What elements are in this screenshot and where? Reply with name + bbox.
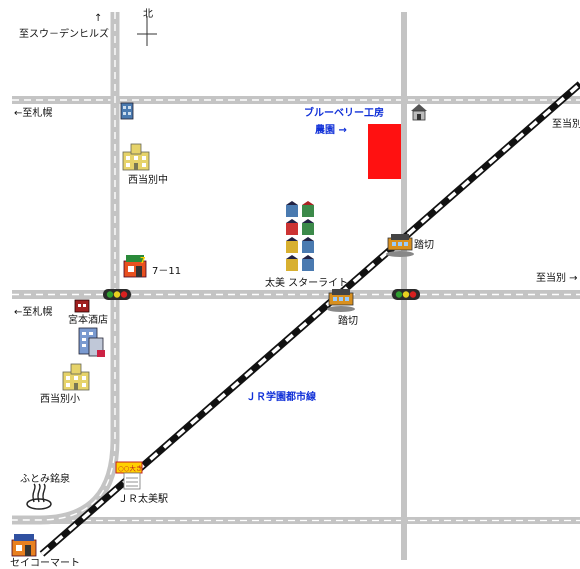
label-crossing-east: 踏切 — [414, 238, 434, 251]
hot-spring-icon — [26, 483, 52, 510]
traffic-light-icon — [103, 289, 131, 300]
label-to-sapporo-mid: ←至札幌 — [14, 305, 52, 318]
convenience-store-icon: 7 — [123, 255, 147, 278]
convenience-store-icon — [11, 534, 37, 557]
label-nishi-tobetsu-es: 西当別小 — [40, 392, 80, 405]
road-top-horizontal — [12, 96, 580, 104]
farm-location-marker — [368, 124, 401, 179]
label-farm-arrow: 農園 → — [315, 123, 347, 136]
label-jr-futomi-station: ＪＲ太美駅 — [118, 492, 168, 505]
compass-north-icon — [137, 16, 157, 46]
label-to-sapporo-top: ←至札幌 — [14, 106, 52, 119]
station-sign-icon: ○○大き — [115, 461, 143, 490]
building-icon — [78, 327, 105, 357]
shop-icon — [74, 299, 90, 313]
train-crossing-icon — [386, 234, 414, 257]
label-to-swe-den-hills: 至スウ－デンヒルズ — [19, 27, 109, 40]
school-icon — [62, 363, 90, 391]
building-icon — [120, 102, 134, 120]
label-seicomart: セイコーマート — [10, 557, 80, 569]
svg-text:7: 7 — [140, 256, 146, 265]
housing-cluster-icon — [286, 201, 314, 271]
label-nishi-tobetsu-jh: 西当別中 — [128, 173, 168, 186]
north-mark: 北 — [143, 8, 153, 20]
road-bottom-horizontal — [12, 517, 580, 524]
road-middle-horizontal — [12, 290, 580, 299]
north-up-arrow: ↑ — [94, 13, 102, 24]
road-right-vertical — [401, 12, 407, 560]
label-to-tobetsu-right-mid: 至当別 → — [536, 271, 578, 284]
label-futami-starlight: 太美 スターライト — [265, 276, 348, 289]
traffic-light-icon — [392, 289, 420, 300]
school-icon — [122, 143, 150, 171]
label-futomi-hot-spring: ふとみ銘泉 — [20, 472, 70, 485]
label-to-tobetsu-right-top: 至当別 — [552, 117, 580, 130]
label-jr-line: ＪＲ学園都市線 — [246, 390, 316, 403]
label-crossing-center: 踏切 — [338, 314, 358, 327]
house-icon — [411, 104, 427, 121]
label-miyamoto-liquor: 宮本酒店 — [68, 313, 108, 326]
label-seven-eleven: 7－11 — [152, 266, 181, 277]
train-crossing-icon — [327, 289, 355, 312]
road-network — [12, 12, 580, 560]
road-left-vertical — [12, 12, 120, 525]
station-sign-text: ○○大き — [118, 464, 142, 473]
label-farm-name: ブルーベリー工房 — [304, 106, 384, 119]
